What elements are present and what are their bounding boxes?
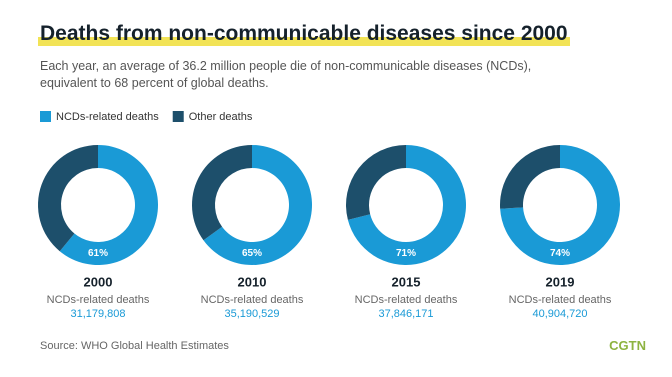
value-label: 71% xyxy=(396,248,416,259)
deaths-count: 40,904,720 xyxy=(532,308,587,320)
donut-segment xyxy=(347,145,467,266)
deaths-count: 35,190,529 xyxy=(224,308,279,320)
year-label: 2015 xyxy=(392,274,421,289)
value-label: 74% xyxy=(550,248,570,259)
donut-segment xyxy=(59,145,159,265)
donut-segment xyxy=(191,145,252,241)
legend-swatch xyxy=(40,111,51,122)
value-label: 61% xyxy=(88,248,108,259)
year-label: 2010 xyxy=(238,274,267,289)
source: Source: WHO Global Health Estimates xyxy=(40,340,229,352)
legend-swatch xyxy=(172,111,184,122)
legend-label: Other deaths xyxy=(189,111,253,123)
donut-segment xyxy=(500,145,620,265)
annotation: NCDs-related deaths xyxy=(47,294,150,306)
deaths-count: 31,179,808 xyxy=(70,308,125,320)
year-label: 2019 xyxy=(546,274,575,289)
logo: CGTN xyxy=(609,338,646,353)
donut-segment xyxy=(203,145,312,265)
value-label: 65% xyxy=(242,248,262,259)
annotation: NCDs-related deaths xyxy=(509,294,612,306)
year-label: 2000 xyxy=(84,274,113,289)
annotation: NCDs-related deaths xyxy=(355,294,458,306)
donut-segment xyxy=(38,145,98,252)
deaths-count: 37,846,171 xyxy=(378,308,433,320)
legend-label: NCDs-related deaths xyxy=(56,111,159,123)
donut-segment xyxy=(500,145,560,209)
annotation: NCDs-related deaths xyxy=(201,294,304,306)
subtitle: Each year, an average of 36.2 million pe… xyxy=(40,59,532,90)
title: Deaths from non-communicable diseases si… xyxy=(38,22,570,46)
donut-segment xyxy=(346,145,406,220)
